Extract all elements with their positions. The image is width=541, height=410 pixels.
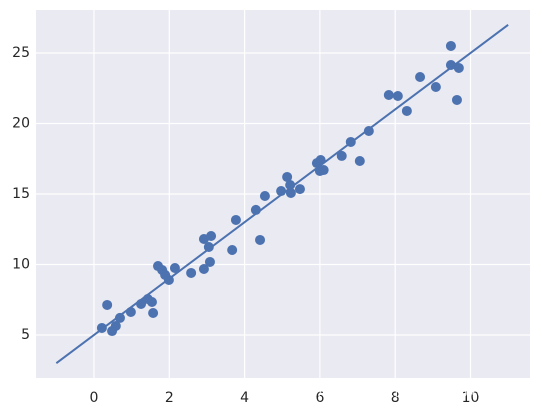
point bbox=[336, 150, 347, 161]
point bbox=[114, 312, 125, 323]
point bbox=[401, 105, 412, 116]
point bbox=[198, 264, 209, 275]
x-tick-label: 6 bbox=[315, 390, 324, 406]
y-tick-label: 20 bbox=[12, 116, 30, 132]
point bbox=[318, 165, 329, 176]
point bbox=[169, 263, 180, 274]
point bbox=[110, 320, 121, 331]
point bbox=[392, 91, 403, 102]
point bbox=[453, 62, 464, 73]
fit-line bbox=[55, 24, 509, 364]
point bbox=[203, 242, 214, 253]
point bbox=[415, 71, 426, 82]
point bbox=[285, 179, 296, 190]
point bbox=[354, 156, 365, 167]
y-tick-label: 10 bbox=[12, 256, 30, 272]
point bbox=[230, 214, 241, 225]
watermark: https://blog.csdn.net/zhw864680355 bbox=[272, 385, 530, 401]
x-tick-label: 2 bbox=[165, 390, 174, 406]
point bbox=[204, 256, 215, 267]
x-tick-label: 4 bbox=[240, 390, 249, 406]
y-tick-label: 5 bbox=[21, 327, 30, 343]
point bbox=[451, 94, 462, 105]
point bbox=[259, 190, 270, 201]
point bbox=[206, 231, 217, 242]
point bbox=[445, 40, 456, 51]
point bbox=[146, 297, 157, 308]
point bbox=[430, 81, 441, 92]
point bbox=[102, 299, 113, 310]
point bbox=[227, 244, 238, 255]
point bbox=[148, 308, 159, 319]
point bbox=[255, 234, 266, 245]
y-tick-label: 25 bbox=[12, 45, 30, 61]
point bbox=[294, 184, 305, 195]
point bbox=[445, 59, 456, 70]
y-tick-label: 15 bbox=[12, 186, 30, 202]
point bbox=[186, 267, 197, 278]
x-tick-label: 10 bbox=[462, 390, 480, 406]
x-tick-label: 0 bbox=[90, 390, 99, 406]
point bbox=[383, 90, 394, 101]
x-tick-label: 8 bbox=[391, 390, 400, 406]
point bbox=[282, 171, 293, 182]
